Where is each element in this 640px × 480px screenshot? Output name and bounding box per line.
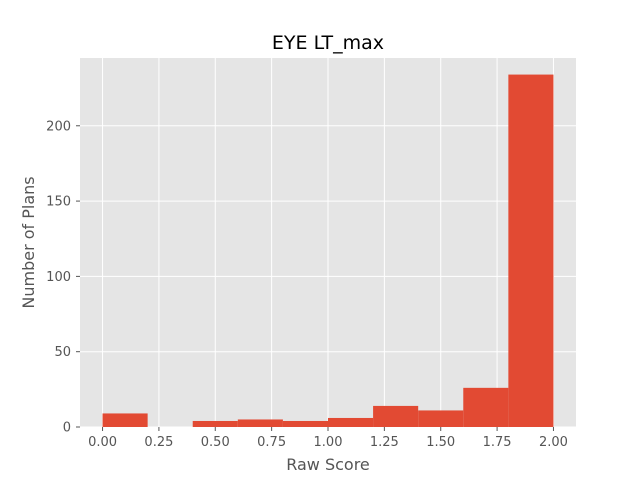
histogram-bar <box>463 387 509 427</box>
y-tick-label: 200 <box>46 119 71 134</box>
x-tick-label: 1.25 <box>370 435 399 450</box>
gridlines <box>80 58 576 428</box>
x-tick-label: 0.25 <box>144 435 173 450</box>
y-tick-label: 100 <box>46 270 71 285</box>
x-tick-label: 0.75 <box>257 435 286 450</box>
y-tick-label: 150 <box>46 195 71 210</box>
histogram-bar <box>282 420 328 427</box>
x-tick-label: 0.50 <box>201 435 230 450</box>
x-tick-label: 2.00 <box>539 435 568 450</box>
x-tick-label: 1.00 <box>314 435 343 450</box>
histogram-bar <box>508 74 554 427</box>
chart-title: EYE LT_max <box>272 32 384 54</box>
histogram-bar <box>192 420 238 427</box>
x-tick-label: 0.00 <box>88 435 117 450</box>
tick-labels: 0.00 0.25 0.50 0.75 1.00 1.25 1.50 1.75 2.00 0 50 1… <box>46 119 568 450</box>
y-axis-title: Number of Plans <box>19 176 38 308</box>
y-tick-label: 0 <box>63 421 71 436</box>
x-tick-label: 1.50 <box>426 435 455 450</box>
histogram-bar <box>237 419 283 427</box>
histogram-bar <box>102 413 148 427</box>
y-tick-label: 50 <box>54 345 71 360</box>
histogram-bar <box>328 417 374 427</box>
histogram-bar <box>418 410 464 427</box>
histogram-bar <box>373 405 419 427</box>
x-tick-label: 1.75 <box>483 435 512 450</box>
x-axis-title: Raw Score <box>286 455 370 474</box>
bars <box>102 74 554 427</box>
